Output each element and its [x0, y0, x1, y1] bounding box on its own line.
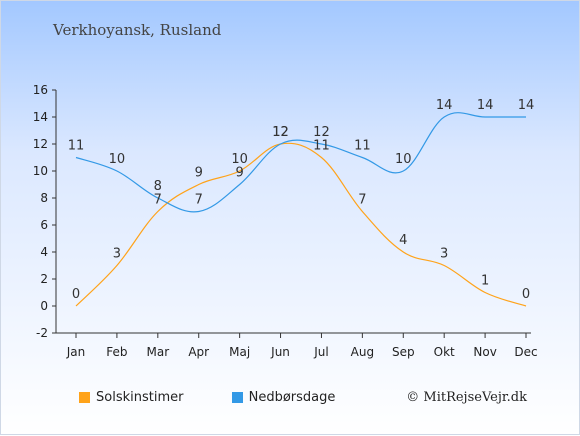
legend-swatch-sunshine: [79, 392, 90, 403]
data-label-rain-days: 12: [272, 125, 289, 140]
x-tick-label: Aug: [351, 345, 374, 359]
x-tick-label: Nov: [473, 345, 496, 359]
data-label-sunshine: 9: [195, 166, 203, 181]
data-label-sunshine: 7: [358, 193, 366, 208]
legend-item-rain-days: Nedbørsdage: [231, 390, 336, 405]
data-label-rain-days: 12: [313, 125, 330, 140]
y-tick-label: 16: [33, 83, 48, 97]
y-tick-label: 2: [40, 272, 48, 286]
data-label-rain-days: 9: [235, 166, 243, 181]
data-label-sunshine: 12: [272, 125, 289, 140]
legend-label-rain-days: Nedbørsdage: [248, 390, 336, 405]
x-tick-label: Apr: [188, 345, 209, 359]
data-label-rain-days: 11: [354, 139, 371, 154]
y-tick-label: 10: [33, 164, 48, 178]
y-tick-label: 12: [33, 137, 48, 151]
y-tick-label: 8: [40, 191, 48, 205]
data-label-sunshine: 0: [72, 287, 80, 302]
x-tick-label: Dec: [514, 345, 537, 359]
data-label-sunshine: 0: [522, 287, 530, 302]
x-tick-label: Maj: [229, 345, 250, 359]
x-tick-label: Jun: [270, 345, 290, 359]
data-label-sunshine: 10: [231, 152, 248, 167]
y-tick-label: 14: [33, 110, 48, 124]
legend-swatch-rain-days: [231, 392, 243, 403]
legend: Solskinstimer Nedbørsdage: [79, 390, 379, 407]
data-label-rain-days: 7: [195, 193, 203, 208]
data-label-rain-days: 14: [436, 98, 453, 113]
x-tick-label: Feb: [106, 345, 127, 359]
data-label-rain-days: 14: [477, 98, 494, 113]
data-label-rain-days: 11: [68, 139, 85, 154]
x-tick-label: Sep: [392, 345, 415, 359]
y-tick-label: 4: [40, 245, 48, 259]
series-line-sunshine: [75, 142, 527, 307]
y-tick-label: 6: [40, 218, 48, 232]
x-tick-label: Okt: [434, 345, 455, 359]
data-label-rain-days: 8: [154, 179, 162, 194]
legend-item-sunshine: Solskinstimer: [79, 390, 183, 405]
data-label-sunshine: 3: [113, 247, 121, 262]
data-label-rain-days: 10: [395, 152, 412, 167]
data-label-rain-days: 10: [109, 152, 126, 167]
data-label-sunshine: 4: [399, 233, 407, 248]
data-label-rain-days: 14: [518, 98, 535, 113]
data-label-sunshine: 7: [154, 193, 162, 208]
copyright-text: © MitRejseVejr.dk: [406, 390, 527, 405]
legend-label-sunshine: Solskinstimer: [96, 390, 184, 405]
y-tick-label: 0: [40, 299, 48, 313]
x-tick-label: Mar: [146, 345, 169, 359]
series-line-rain-days: [75, 112, 526, 213]
chart-title: Verkhoyansk, Rusland: [53, 21, 222, 39]
x-tick-label: Jan: [66, 345, 86, 359]
data-label-sunshine: 3: [440, 247, 448, 262]
x-tick-label: Jul: [313, 345, 328, 359]
y-tick-label: -2: [36, 326, 48, 340]
data-label-sunshine: 1: [481, 274, 489, 289]
data-label-sunshine: 11: [313, 139, 330, 154]
